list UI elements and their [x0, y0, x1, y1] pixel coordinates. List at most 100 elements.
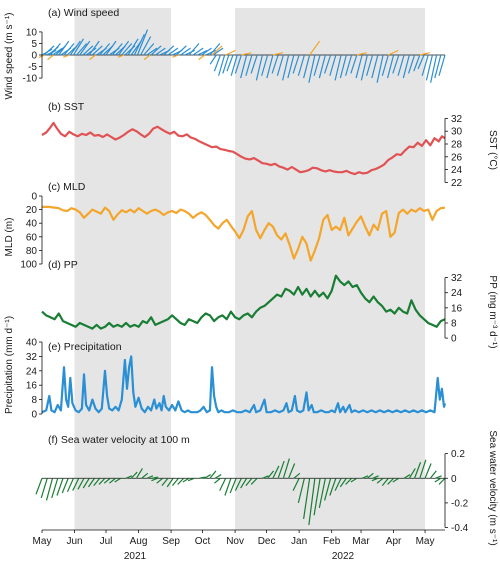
panel-a-series: [38, 29, 446, 83]
stick-a-1-3: [89, 54, 96, 61]
stick-a-0-27: [121, 43, 133, 56]
stick-a-0-70: [297, 54, 305, 76]
stick-f-0-41: [250, 477, 258, 485]
y-tick-label-e-4: 32: [26, 352, 38, 363]
stick-f-0-58: [339, 477, 347, 488]
stick-a-1-1: [47, 54, 54, 61]
y-tick-label-c-0: 0: [31, 192, 37, 203]
stick-a-0-12: [72, 38, 84, 56]
panel-title-b: (b) SST: [48, 101, 85, 113]
stick-a-0-78: [339, 54, 347, 79]
stick-a-0-17: [88, 40, 100, 56]
stick-f-0-4: [56, 478, 64, 496]
stick-f-0-30: [199, 476, 206, 479]
stick-a-0-49: [205, 49, 216, 56]
stick-a-0-61: [250, 54, 258, 74]
y-tick-label-a-4: 10: [26, 27, 38, 38]
x-axis: May Jun Jul Aug Sep Oct Nov Dec Jan Feb Mar Apr May: [33, 529, 445, 547]
stick-f-0-25: [166, 477, 174, 488]
ylabel-sst: SST (°C): [487, 130, 498, 170]
axes: -10-505102224262830320204060801000816243…: [20, 27, 468, 547]
stick-a-0-83: [366, 54, 374, 76]
panel-e-series: [41, 355, 447, 414]
stick-f-0-67: [387, 477, 395, 485]
stick-f-0-72: [419, 459, 427, 479]
y-tick-label-a-0: -10: [23, 74, 38, 85]
y-tick-label-d-0: 0: [451, 334, 457, 345]
stick-f-0-69: [403, 474, 411, 479]
stick-f-0-75: [435, 475, 442, 479]
ylabel-pp: PP (mg m⁻³ d⁻¹): [487, 275, 498, 348]
stick-f-0-24: [161, 477, 169, 487]
stick-f-0-37: [229, 478, 237, 494]
stick-f-0-57: [334, 477, 342, 491]
stick-f-0-43: [267, 470, 275, 479]
stick-a-0-68: [287, 54, 295, 79]
y-tick-label-d-1: 8: [451, 318, 457, 329]
y-tick-label-d-2: 16: [451, 303, 463, 314]
panel-c-series: [42, 205, 446, 262]
stick-f-0-56: [329, 478, 337, 496]
y-tick-label-a-1: -5: [28, 62, 37, 73]
stick-f-0-77: [438, 477, 446, 485]
stick-a-0-90: [402, 54, 410, 79]
stick-a-0-86: [381, 54, 389, 76]
y-tick-label-c-1: 20: [26, 205, 38, 216]
x-tick-label-7: Dec: [258, 536, 276, 547]
stick-a-0-77: [334, 54, 342, 81]
panel-title-c: (c) MLD: [48, 181, 86, 193]
y-tick-label-e-2: 16: [26, 381, 38, 392]
stick-a-0-52: [209, 54, 217, 65]
stick-f-0-16: [125, 475, 133, 479]
stick-f-0-1: [40, 478, 48, 499]
shaded-period-2: [235, 8, 426, 530]
stick-a-1-5: [143, 54, 151, 61]
stick-f-0-44: [272, 465, 280, 479]
stick-a-0-54: [218, 54, 226, 76]
stick-f-0-50: [297, 478, 305, 504]
shaded-period-1: [74, 8, 172, 530]
y-tick-label-e-1: 8: [31, 395, 37, 406]
stick-f-0-71: [414, 462, 422, 479]
stick-a-1-11: [272, 52, 284, 56]
stick-a-0-39: [163, 45, 175, 56]
y-axis-c: 0 20 40 60 80 100: [20, 192, 43, 271]
y-tick-label-a-2: 0: [31, 51, 37, 62]
stick-f-0-70: [408, 468, 416, 479]
stick-a-0-15: [82, 45, 94, 56]
y-tick-label-e-0: 0: [31, 410, 37, 421]
panel-title-d: (d) PP: [48, 259, 78, 271]
stick-a-0-73: [313, 54, 321, 76]
stick-f-0-33: [214, 474, 222, 479]
panel-title-a: (a) Wind speed: [48, 7, 119, 19]
stick-f-0-12: [98, 477, 106, 485]
series-line-e: [41, 355, 447, 414]
stick-a-0-91: [407, 54, 416, 74]
y-tick-label-c-2: 40: [26, 219, 38, 230]
stick-f-0-34: [214, 477, 221, 484]
y-tick-label-e-3: 24: [26, 366, 38, 377]
stick-a-0-46: [192, 47, 204, 56]
stick-f-0-65: [376, 477, 384, 484]
stick-f-0-55: [324, 478, 332, 501]
stick-a-0-43: [180, 47, 191, 56]
stick-f-0-60: [350, 477, 358, 483]
shaded-periods: [74, 8, 426, 530]
stick-a-0-75: [324, 54, 332, 74]
stick-a-0-47: [197, 49, 208, 56]
x-tick-label-12: May: [416, 536, 435, 547]
stick-a-0-57: [230, 54, 238, 76]
stick-f-0-3: [51, 478, 59, 499]
x-tick-label-11: Apr: [386, 536, 402, 547]
stick-a-0-48: [201, 47, 212, 56]
ylabel-mld: MLD (m): [4, 218, 15, 257]
stick-f-0-14: [109, 477, 116, 484]
stick-a-1-10: [241, 52, 252, 56]
stick-a-1-4: [117, 54, 125, 58]
stick-f-0-64: [371, 477, 379, 482]
y-tick-label-f-0: -0.4: [451, 523, 469, 534]
stick-a-0-96: [430, 54, 438, 83]
stick-f-0-46: [282, 458, 290, 479]
stick-a-0-34: [143, 43, 155, 56]
